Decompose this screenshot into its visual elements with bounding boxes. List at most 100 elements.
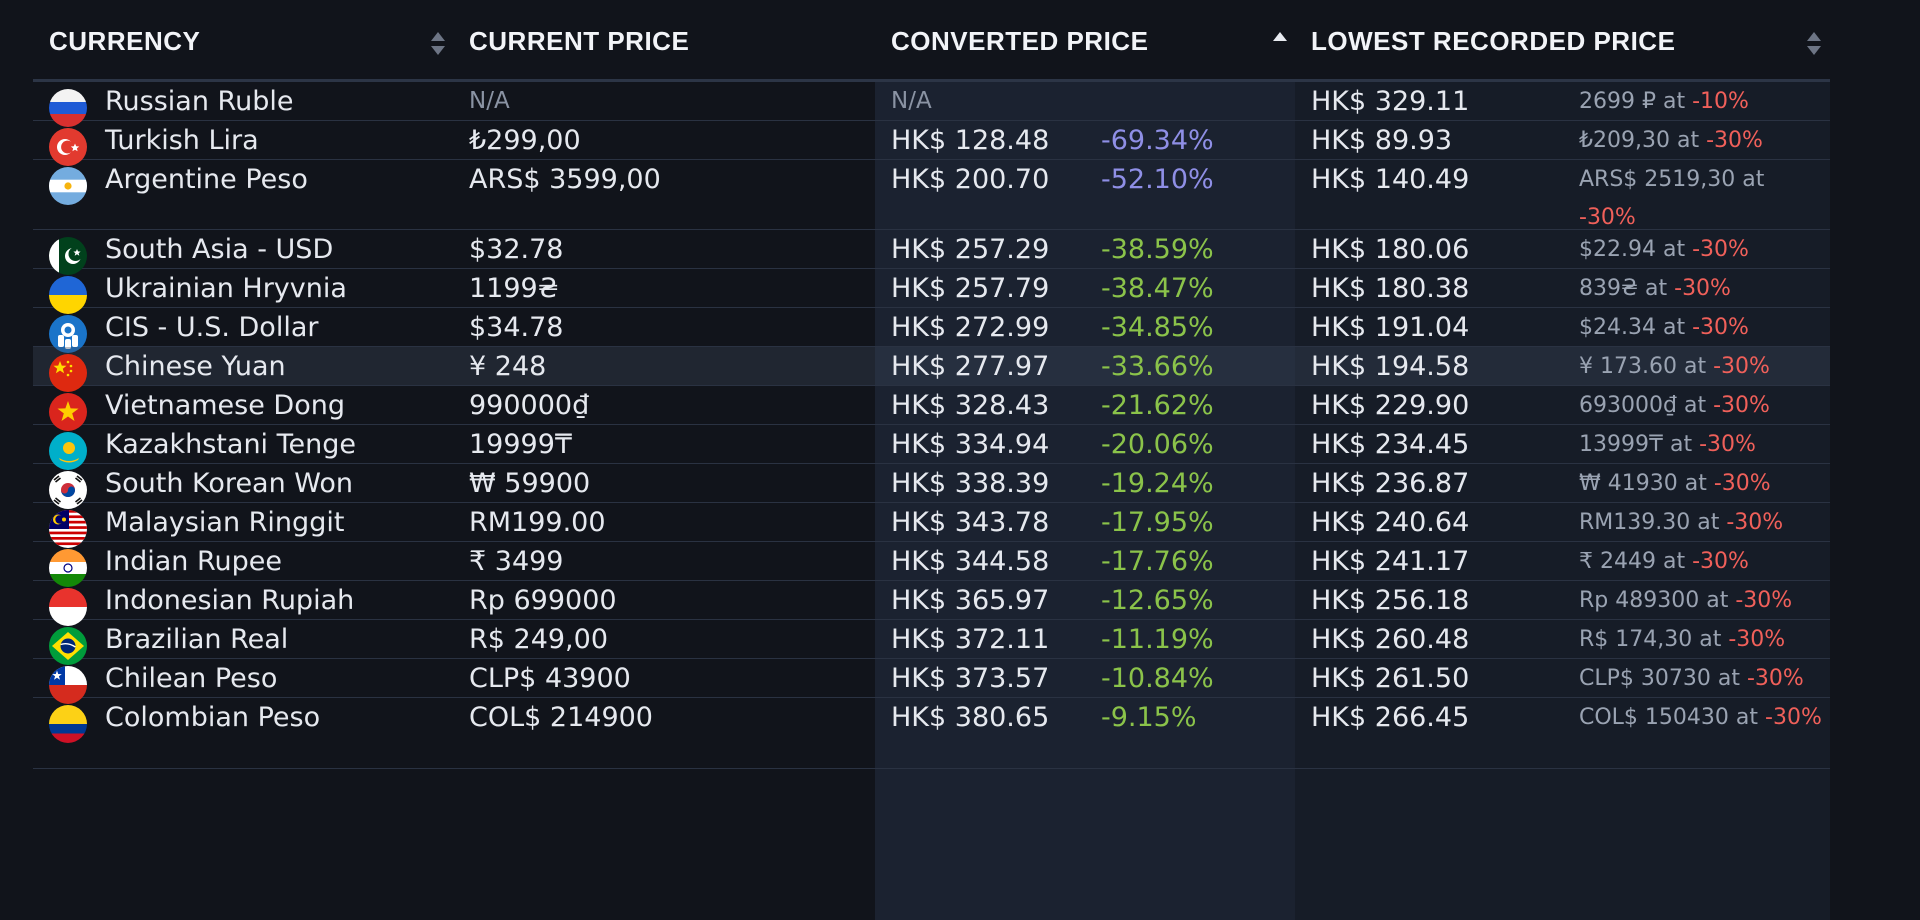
- lowest-recorded-discount: -30%: [1746, 666, 1804, 691]
- current-price: $32.78: [469, 233, 564, 265]
- lowest-recorded-detail: R$ 174,30 at -30%: [1579, 616, 1824, 659]
- malaysia-flag-icon: [49, 510, 87, 548]
- current-price: CLP$ 43900: [469, 662, 631, 694]
- lowest-recorded-original: COL$ 150430 at: [1579, 705, 1759, 730]
- lowest-recorded-discount: -10%: [1692, 89, 1749, 114]
- sort-toggle-icon[interactable]: [429, 31, 445, 57]
- china-flag-icon: [49, 354, 87, 392]
- header-lowest-recorded-price[interactable]: LOWEST RECORDED PRICE: [1295, 0, 1830, 82]
- header-currency-label: CURRENCY: [49, 25, 201, 56]
- lowest-recorded-price: HK$ 236.87: [1311, 467, 1470, 499]
- lowest-recorded-original: ₹ 2449 at: [1579, 549, 1686, 574]
- converted-price: HK$ 257.29: [891, 233, 1050, 265]
- lowest-recorded-original: CLP$ 30730 at: [1579, 666, 1740, 691]
- lowest-recorded-discount: -30%: [1579, 205, 1636, 230]
- table-row[interactable]: Malaysian Ringgit RM199.00 HK$ 343.78 -17.9…: [33, 503, 1830, 548]
- table-header: CURRENCY CURRENT PRICE CONVERTED PRICE L…: [33, 0, 1830, 82]
- lowest-recorded-discount: -30%: [1713, 354, 1770, 379]
- lowest-recorded-original: ₺209,30 at: [1579, 128, 1700, 153]
- lowest-recorded-detail: 839₴ at -30%: [1579, 265, 1824, 308]
- lowest-recorded-original: RM139.30 at: [1579, 510, 1720, 535]
- currency-name: Indonesian Rupiah: [105, 584, 355, 616]
- header-current-price[interactable]: CURRENT PRICE: [453, 0, 875, 82]
- current-price: ₺299,00: [469, 124, 581, 156]
- current-price: R$ 249,00: [469, 623, 608, 655]
- current-price: ¥ 248: [469, 350, 547, 382]
- india-flag-icon: [49, 549, 87, 587]
- lowest-recorded-price: HK$ 234.45: [1311, 428, 1470, 460]
- chile-flag-icon: [49, 666, 87, 704]
- sort-toggle-icon[interactable]: [1805, 31, 1821, 57]
- currency-name: South Korean Won: [105, 467, 354, 499]
- table-row[interactable]: Chilean Peso CLP$ 43900 HK$ 373.57 -10.84% H…: [33, 659, 1830, 704]
- lowest-recorded-detail: $24.34 at -30%: [1579, 304, 1824, 347]
- table-row[interactable]: Chinese Yuan ¥ 248 HK$ 277.97 -33.66% HK$ 19…: [33, 347, 1830, 392]
- lowest-recorded-detail: COL$ 150430 at -30%: [1579, 694, 1824, 737]
- lowest-recorded-original: 2699 ₽ at: [1579, 89, 1686, 114]
- lowest-recorded-original: ₩ 41930 at: [1579, 471, 1707, 496]
- lowest-recorded-original: $24.34 at: [1579, 315, 1686, 340]
- lowest-column-background: [1295, 82, 1830, 920]
- table-row[interactable]: Kazakhstani Tenge 19999₸ HK$ 334.94 -20.06%…: [33, 425, 1830, 470]
- converted-price: HK$ 373.57: [891, 662, 1050, 694]
- brazil-flag-icon: [49, 627, 87, 665]
- price-difference: -69.34%: [1101, 124, 1214, 156]
- lowest-recorded-price: HK$ 266.45: [1311, 701, 1470, 733]
- table-row[interactable]: Ukrainian Hryvnia 1199₴ HK$ 257.79 -38.47% H…: [33, 269, 1830, 314]
- currency-name: Chilean Peso: [105, 662, 278, 694]
- converted-price: HK$ 328.43: [891, 389, 1050, 421]
- header-currency[interactable]: CURRENCY: [33, 0, 453, 82]
- lowest-recorded-detail: ₺209,30 at -30%: [1579, 117, 1824, 160]
- converted-price: HK$ 365.97: [891, 584, 1050, 616]
- price-difference: -38.47%: [1101, 272, 1214, 304]
- current-price: COL$ 214900: [469, 701, 653, 733]
- price-difference: -33.66%: [1101, 350, 1214, 382]
- table-row[interactable]: Indian Rupee ₹ 3499 HK$ 344.58 -17.76% HK$ 2…: [33, 542, 1830, 587]
- table-row[interactable]: Brazilian Real R$ 249,00 HK$ 372.11 -11.19%…: [33, 620, 1830, 665]
- header-converted-price-label: CONVERTED PRICE: [891, 25, 1149, 56]
- currency-name: Ukrainian Hryvnia: [105, 272, 347, 304]
- table-row[interactable]: CIS - U.S. Dollar $34.78 HK$ 272.99 -34.85%…: [33, 308, 1830, 353]
- price-difference: -17.76%: [1101, 545, 1214, 577]
- price-difference: -52.10%: [1101, 163, 1214, 195]
- table-row[interactable]: South Korean Won ₩ 59900 HK$ 338.39 -19.24%…: [33, 464, 1830, 509]
- price-table: CURRENCY CURRENT PRICE CONVERTED PRICE L…: [33, 0, 1830, 920]
- lowest-recorded-detail: ₹ 2449 at -30%: [1579, 538, 1824, 581]
- lowest-recorded-price: HK$ 240.64: [1311, 506, 1470, 538]
- current-price: N/A: [469, 88, 510, 114]
- converted-price: HK$ 128.48: [891, 124, 1050, 156]
- converted-price: HK$ 257.79: [891, 272, 1050, 304]
- currency-name: Argentine Peso: [105, 163, 308, 195]
- converted-price: HK$ 334.94: [891, 428, 1050, 460]
- price-difference: -9.15%: [1101, 701, 1197, 733]
- sort-ascending-icon[interactable]: [1271, 31, 1287, 57]
- price-difference: -20.06%: [1101, 428, 1214, 460]
- lowest-recorded-original: 13999₸ at: [1579, 432, 1693, 457]
- table-row[interactable]: Vietnamese Dong 990000₫ HK$ 328.43 -21.62% H…: [33, 386, 1830, 431]
- header-converted-price[interactable]: CONVERTED PRICE: [875, 0, 1295, 82]
- lowest-recorded-discount: -30%: [1699, 432, 1756, 457]
- russia-flag-icon: [49, 89, 87, 127]
- lowest-recorded-price: HK$ 256.18: [1311, 584, 1470, 616]
- table-row[interactable]: Colombian Peso COL$ 214900 HK$ 380.65 -9.15…: [33, 698, 1830, 769]
- currency-name: Brazilian Real: [105, 623, 289, 655]
- lowest-recorded-price: HK$ 140.49: [1311, 163, 1470, 195]
- converted-price: HK$ 344.58: [891, 545, 1050, 577]
- table-row[interactable]: Indonesian Rupiah Rp 699000 HK$ 365.97 -12.…: [33, 581, 1830, 626]
- converted-price: N/A: [891, 88, 932, 114]
- table-row[interactable]: Russian Ruble N/A N/A HK$ 329.11 2699 ₽ at -…: [33, 82, 1830, 127]
- ukraine-flag-icon: [49, 276, 87, 314]
- indonesia-flag-icon: [49, 588, 87, 626]
- lowest-recorded-original: $22.94 at: [1579, 237, 1686, 262]
- current-price: ₹ 3499: [469, 545, 564, 577]
- price-difference: -19.24%: [1101, 467, 1214, 499]
- lowest-recorded-price: HK$ 194.58: [1311, 350, 1470, 382]
- lowest-recorded-discount: -30%: [1674, 276, 1731, 301]
- lowest-recorded-original: R$ 174,30 at: [1579, 627, 1722, 652]
- table-row[interactable]: Argentine Peso ARS$ 3599,00 HK$ 200.70 -52.…: [33, 160, 1830, 230]
- table-row[interactable]: South Asia - USD $32.78 HK$ 257.29 -38.59% H…: [33, 230, 1830, 275]
- currency-name: Kazakhstani Tenge: [105, 428, 357, 460]
- table-row[interactable]: Turkish Lira ₺299,00 HK$ 128.48 -69.34% HK$ …: [33, 121, 1830, 166]
- lowest-recorded-detail: RM139.30 at -30%: [1579, 499, 1824, 542]
- lowest-recorded-discount: -30%: [1726, 510, 1784, 535]
